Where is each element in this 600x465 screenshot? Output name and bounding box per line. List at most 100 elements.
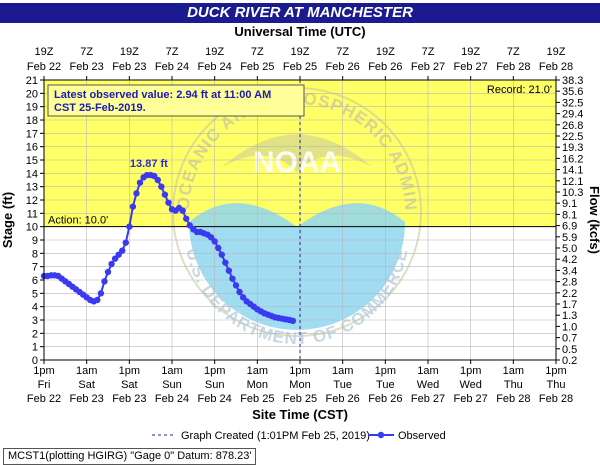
left-tick-label: 15 [26,155,38,167]
local-tick-day: Sat [78,379,95,391]
local-tick-time: 1am [76,365,97,377]
local-tick-day: Sun [162,379,182,391]
local-tick-time: 1am [417,365,438,377]
chart-title: DUCK RIVER AT MANCHESTER [0,3,600,23]
left-tick-label: 9 [32,235,38,247]
utc-tick-date: Feb 25 [240,61,274,73]
left-axis-title: Stage (ft) [0,192,15,248]
left-tick-label: 12 [26,195,38,207]
local-tick-time: 1am [247,365,268,377]
local-tick-time: 1am [503,365,524,377]
local-tick-day: Sat [121,379,138,391]
observed-point [129,203,137,210]
left-tick-label: 18 [26,115,38,127]
action-label: Action: 10.0' [48,215,108,227]
right-tick-label: 35.6 [562,86,583,98]
left-tick-label: 19 [26,102,38,114]
local-tick-date: Feb 28 [539,393,573,405]
left-tick-label: 4 [32,302,38,314]
utc-tick-time: 7Z [507,46,520,58]
local-tick-date: Feb 27 [454,393,488,405]
utc-tick-date: Feb 23 [112,61,146,73]
observed-point [179,207,186,214]
right-tick-label: 9.1 [562,198,577,210]
utc-tick-date: Feb 28 [539,61,573,73]
local-tick-date: Feb 27 [411,393,445,405]
right-tick-label: 16.2 [562,153,583,165]
left-tick-label: 17 [26,128,38,140]
local-tick-time: 1pm [204,365,225,377]
right-tick-label: 19.3 [562,142,583,154]
utc-tick-time: 7Z [251,46,264,58]
latest-value-line2: CST 25-Feb-2019. [54,102,146,114]
right-tick-label: 0.7 [562,333,577,345]
local-tick-day: Mon [247,379,268,391]
utc-tick-date: Feb 24 [198,61,232,73]
observed-point [154,176,161,184]
observed-point [133,190,140,197]
legend-observed-marker [377,431,385,439]
left-tick-label: 6 [32,275,38,287]
local-tick-time: 1pm [119,365,140,377]
observed-point [222,259,229,266]
local-tick-day: Sun [205,379,225,391]
local-tick-date: Feb 28 [496,393,530,405]
right-tick-label: 14.1 [562,165,583,177]
utc-tick-time: 19Z [291,46,310,58]
local-tick-day: Wed [459,379,481,391]
right-tick-label: 1.0 [562,321,577,333]
utc-tick-date: Feb 26 [326,61,360,73]
observed-point [161,191,169,198]
local-tick-day: Fri [38,379,51,391]
right-tick-label: 26.8 [562,120,583,132]
legend-observed-label: Observed [398,430,446,442]
local-tick-time: 1am [161,365,182,377]
observed-point [225,267,233,274]
local-tick-time: 1pm [289,365,310,377]
right-tick-label: 0.2 [562,355,577,367]
right-tick-label: 0.5 [562,344,577,356]
local-tick-date: Feb 23 [112,393,146,405]
observed-point [218,251,225,258]
left-tick-label: 16 [26,142,38,154]
utc-tick-time: 19Z [547,46,566,58]
left-tick-label: 11 [27,208,38,220]
right-axis-title: Flow (kcfs) [587,186,600,254]
right-tick-label: 1.7 [562,299,577,311]
observed-point [119,247,126,254]
observed-point [183,215,190,222]
left-tick-label: 5 [32,288,38,300]
local-tick-day: Thu [547,379,566,391]
local-tick-time: 1pm [460,365,481,377]
utc-tick-time: 19Z [376,46,395,58]
right-tick-label: 3.4 [562,265,577,277]
watermark-noaa-text: NOAA [253,146,341,179]
utc-tick-date: Feb 27 [411,61,445,73]
local-tick-day: Thu [504,379,523,391]
right-tick-label: 32.5 [562,97,583,109]
local-tick-date: Feb 26 [368,393,402,405]
datum-footer: MCST1(plotting HGIRG) "Gage 0" Datum: 87… [3,448,257,465]
utc-tick-date: Feb 23 [70,61,104,73]
top-axis-title: Universal Time (UTC) [234,24,365,39]
left-tick-label: 2 [32,328,38,340]
utc-tick-time: 19Z [120,46,139,58]
observed-point [108,260,115,268]
right-tick-label: 2.8 [562,277,577,289]
observed-point [229,275,236,282]
local-tick-time: 1pm [375,365,396,377]
left-tick-label: 8 [32,248,38,260]
local-tick-day: Mon [289,379,310,391]
axes-layer [40,76,560,364]
peak-label: 13.87 ft [130,158,168,170]
right-tick-label: 5.0 [562,243,577,255]
observed-point [232,282,240,289]
right-tick-label: 38.3 [562,75,583,87]
utc-tick-date: Feb 27 [454,61,488,73]
utc-tick-time: 19Z [205,46,224,58]
right-tick-label: 10.3 [562,187,583,199]
observed-point [101,278,108,285]
local-tick-time: 1pm [33,365,54,377]
local-tick-date: Feb 23 [70,393,104,405]
